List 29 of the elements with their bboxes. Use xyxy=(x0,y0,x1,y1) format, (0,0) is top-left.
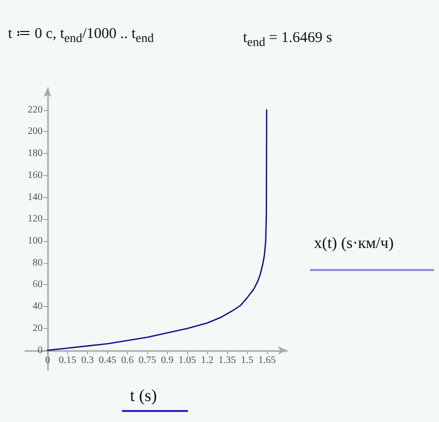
text: t$_{end}$ = 1.6469 s xyxy=(243,29,332,51)
x-tick-label: 0.9 xyxy=(161,354,174,366)
x-tick-label: 0.15 xyxy=(58,354,76,366)
y-tick-label: 60 xyxy=(32,279,43,290)
y-tick-label: 0 xyxy=(38,344,43,356)
y-tick-label: 220 xyxy=(28,104,43,116)
y-tick-label: 160 xyxy=(28,170,43,181)
y-tick-label: 100 xyxy=(28,236,43,247)
y-axis-title: x(t) (s·км/ч) xyxy=(314,234,394,254)
line-series xyxy=(46,109,268,351)
x-tick-label: 1.65 xyxy=(258,354,276,366)
x-tick-label: 1.35 xyxy=(218,354,236,366)
y-tick-label: 20 xyxy=(32,322,43,334)
x-tick-label: 1.05 xyxy=(178,354,196,366)
x-tick-label: 1.5 xyxy=(240,354,254,366)
y-tick-label: 200 xyxy=(28,126,43,138)
y-tick-label: 180 xyxy=(28,148,43,160)
x-tick-label: 0.3 xyxy=(81,354,94,366)
x-tick-label: 0.6 xyxy=(121,354,134,366)
x-axis-title: t (s) xyxy=(130,386,157,406)
y-tick-label: 80 xyxy=(32,257,43,268)
y-tick-label: 140 xyxy=(28,192,43,203)
text: t ≔ 0 c, t$_{end}$/1000 .. t$_{end}$ xyxy=(8,25,154,47)
x-tick-label: 0.45 xyxy=(98,354,116,366)
x-tick-label: 0 xyxy=(45,354,50,366)
x-tick-label: 1.2 xyxy=(200,354,214,366)
x-tick-label: 0.75 xyxy=(138,354,156,366)
y-tick-label: 120 xyxy=(28,214,43,225)
y-tick-label: 40 xyxy=(32,301,43,312)
